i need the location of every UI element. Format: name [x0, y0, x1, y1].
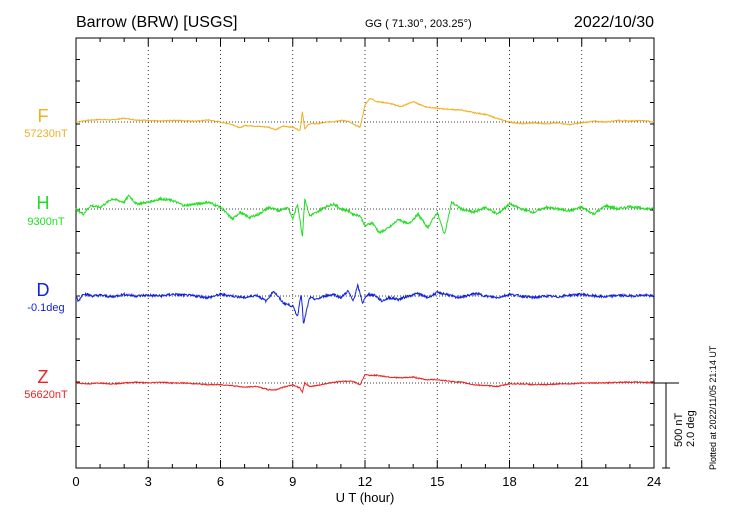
x-tick-labels: 0 3 6 9 12 15 18 21 24: [72, 474, 661, 489]
frame-ticks: [75, 38, 655, 468]
series-line-d: [75, 282, 655, 325]
vertical-gridlines: [147, 38, 583, 468]
scale-bar-nt: 500 nT: [673, 412, 685, 447]
x-tick-label-24: 24: [647, 474, 661, 489]
x-tick-label-12: 12: [358, 474, 372, 489]
scale-bar-deg: 2.0 deg: [685, 410, 697, 447]
series-lines: [75, 97, 655, 394]
plotted-at-note: Plotted at 2022/11/05 21:14 UT: [708, 345, 718, 470]
series-label-f: F: [38, 106, 49, 126]
x-tick-label-3: 3: [145, 474, 152, 489]
series-line-f: [75, 97, 654, 132]
baseline-gridlines: [76, 121, 654, 384]
x-axis-label: U T (hour): [336, 490, 395, 505]
coords-label: GG ( 71.30°, 203.25°): [365, 18, 472, 30]
date-label: 2022/10/30: [574, 14, 654, 31]
x-tick-label-21: 21: [575, 474, 589, 489]
series-label-h: H: [37, 193, 50, 213]
series-line-h: [75, 194, 655, 237]
series-label-d: D: [37, 280, 50, 300]
x-tick-label-0: 0: [72, 474, 79, 489]
scale-bar: 500 nT 2.0 deg: [654, 382, 697, 469]
series-labels: F 57230nT H 9300nT D -0.1deg Z 56620nT: [24, 106, 68, 401]
series-line-z: [75, 373, 655, 394]
x-tick-label-9: 9: [289, 474, 296, 489]
station-title: Barrow (BRW) [USGS]: [76, 14, 238, 31]
baseline-label-d: -0.1deg: [27, 302, 64, 314]
series-label-z: Z: [38, 367, 49, 387]
baseline-label-z: 56620nT: [24, 389, 68, 401]
x-tick-label-6: 6: [217, 474, 224, 489]
baseline-label-f: 57230nT: [24, 128, 68, 140]
x-tick-label-18: 18: [502, 474, 516, 489]
x-tick-label-15: 15: [430, 474, 444, 489]
baseline-label-h: 9300nT: [27, 216, 65, 228]
